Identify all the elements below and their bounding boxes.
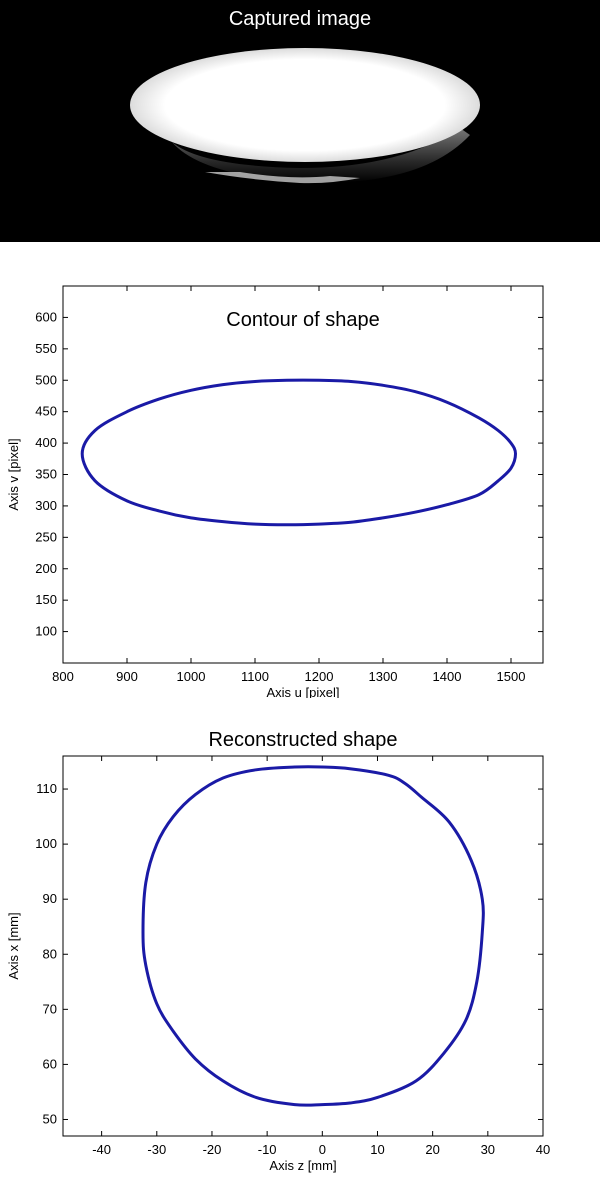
x-tick-label: -40 bbox=[92, 1142, 111, 1157]
x-tick-label: 30 bbox=[481, 1142, 495, 1157]
y-tick-label: 200 bbox=[35, 561, 57, 576]
y-axis-label: Axis x [mm] bbox=[6, 912, 21, 979]
x-tick-label: 1300 bbox=[369, 669, 398, 684]
x-tick-label: 10 bbox=[370, 1142, 384, 1157]
x-tick-label: 1500 bbox=[497, 669, 526, 684]
x-tick-label: 20 bbox=[425, 1142, 439, 1157]
x-tick-label: 0 bbox=[319, 1142, 326, 1157]
x-tick-label: 900 bbox=[116, 669, 138, 684]
y-tick-label: 350 bbox=[35, 467, 57, 482]
series-line bbox=[141, 765, 485, 1107]
y-tick-label: 150 bbox=[35, 592, 57, 607]
photo-title: Captured image bbox=[228, 8, 372, 30]
chart-title: Reconstructed shape bbox=[208, 729, 397, 751]
x-axis-label: Axis z [mm] bbox=[269, 1158, 336, 1173]
y-tick-label: 550 bbox=[35, 341, 57, 356]
x-tick-label: 1100 bbox=[241, 669, 269, 684]
y-tick-label: 250 bbox=[35, 529, 57, 544]
disk-reflection bbox=[205, 172, 360, 184]
x-tick-label: -20 bbox=[203, 1142, 222, 1157]
y-tick-label: 70 bbox=[43, 1001, 57, 1016]
reconstructed-chart: -40 -30 -20 -10 0 10 20 30 40 50 60 70 80 90 100 110 Rec… bbox=[6, 729, 550, 1173]
x-axis-label: Axis u [pixel] bbox=[267, 685, 340, 698]
plot-frame bbox=[62, 755, 544, 1137]
x-tick-label: -30 bbox=[147, 1142, 166, 1157]
y-tick-label: 600 bbox=[35, 309, 57, 324]
chart-title: Contour of shape bbox=[226, 309, 379, 331]
x-tick-label: 40 bbox=[536, 1142, 550, 1157]
y-tick-label: 60 bbox=[43, 1056, 57, 1071]
y-tick-label: 50 bbox=[43, 1111, 57, 1126]
y-tick-label: 400 bbox=[35, 435, 57, 450]
y-tick-label: 100 bbox=[35, 836, 57, 851]
y-tick-label: 100 bbox=[35, 624, 57, 639]
contour-chart: 800 900 1000 1100 1200 1300 1400 1500 100 150 200 2… bbox=[6, 285, 544, 698]
y-tick-label: 300 bbox=[35, 498, 57, 513]
x-tick-label: 800 bbox=[52, 669, 74, 684]
y-tick-label: 110 bbox=[36, 781, 57, 796]
y-tick-label: 450 bbox=[35, 404, 57, 419]
captured-image-panel: Captured image bbox=[0, 0, 600, 242]
series-line bbox=[80, 378, 518, 527]
x-tick-label: 1400 bbox=[433, 669, 462, 684]
y-tick-label: 500 bbox=[35, 372, 57, 387]
bright-disk bbox=[130, 48, 480, 162]
y-axis-label: Axis v [pixel] bbox=[6, 438, 21, 510]
plot-frame bbox=[62, 285, 544, 664]
y-tick-label: 80 bbox=[43, 946, 57, 961]
disk-rim bbox=[172, 128, 470, 183]
x-tick-label: 1000 bbox=[177, 669, 206, 684]
x-tick-label: -10 bbox=[258, 1142, 277, 1157]
captured-photo bbox=[130, 48, 480, 184]
y-tick-label: 90 bbox=[43, 891, 57, 906]
x-tick-label: 1200 bbox=[305, 669, 334, 684]
